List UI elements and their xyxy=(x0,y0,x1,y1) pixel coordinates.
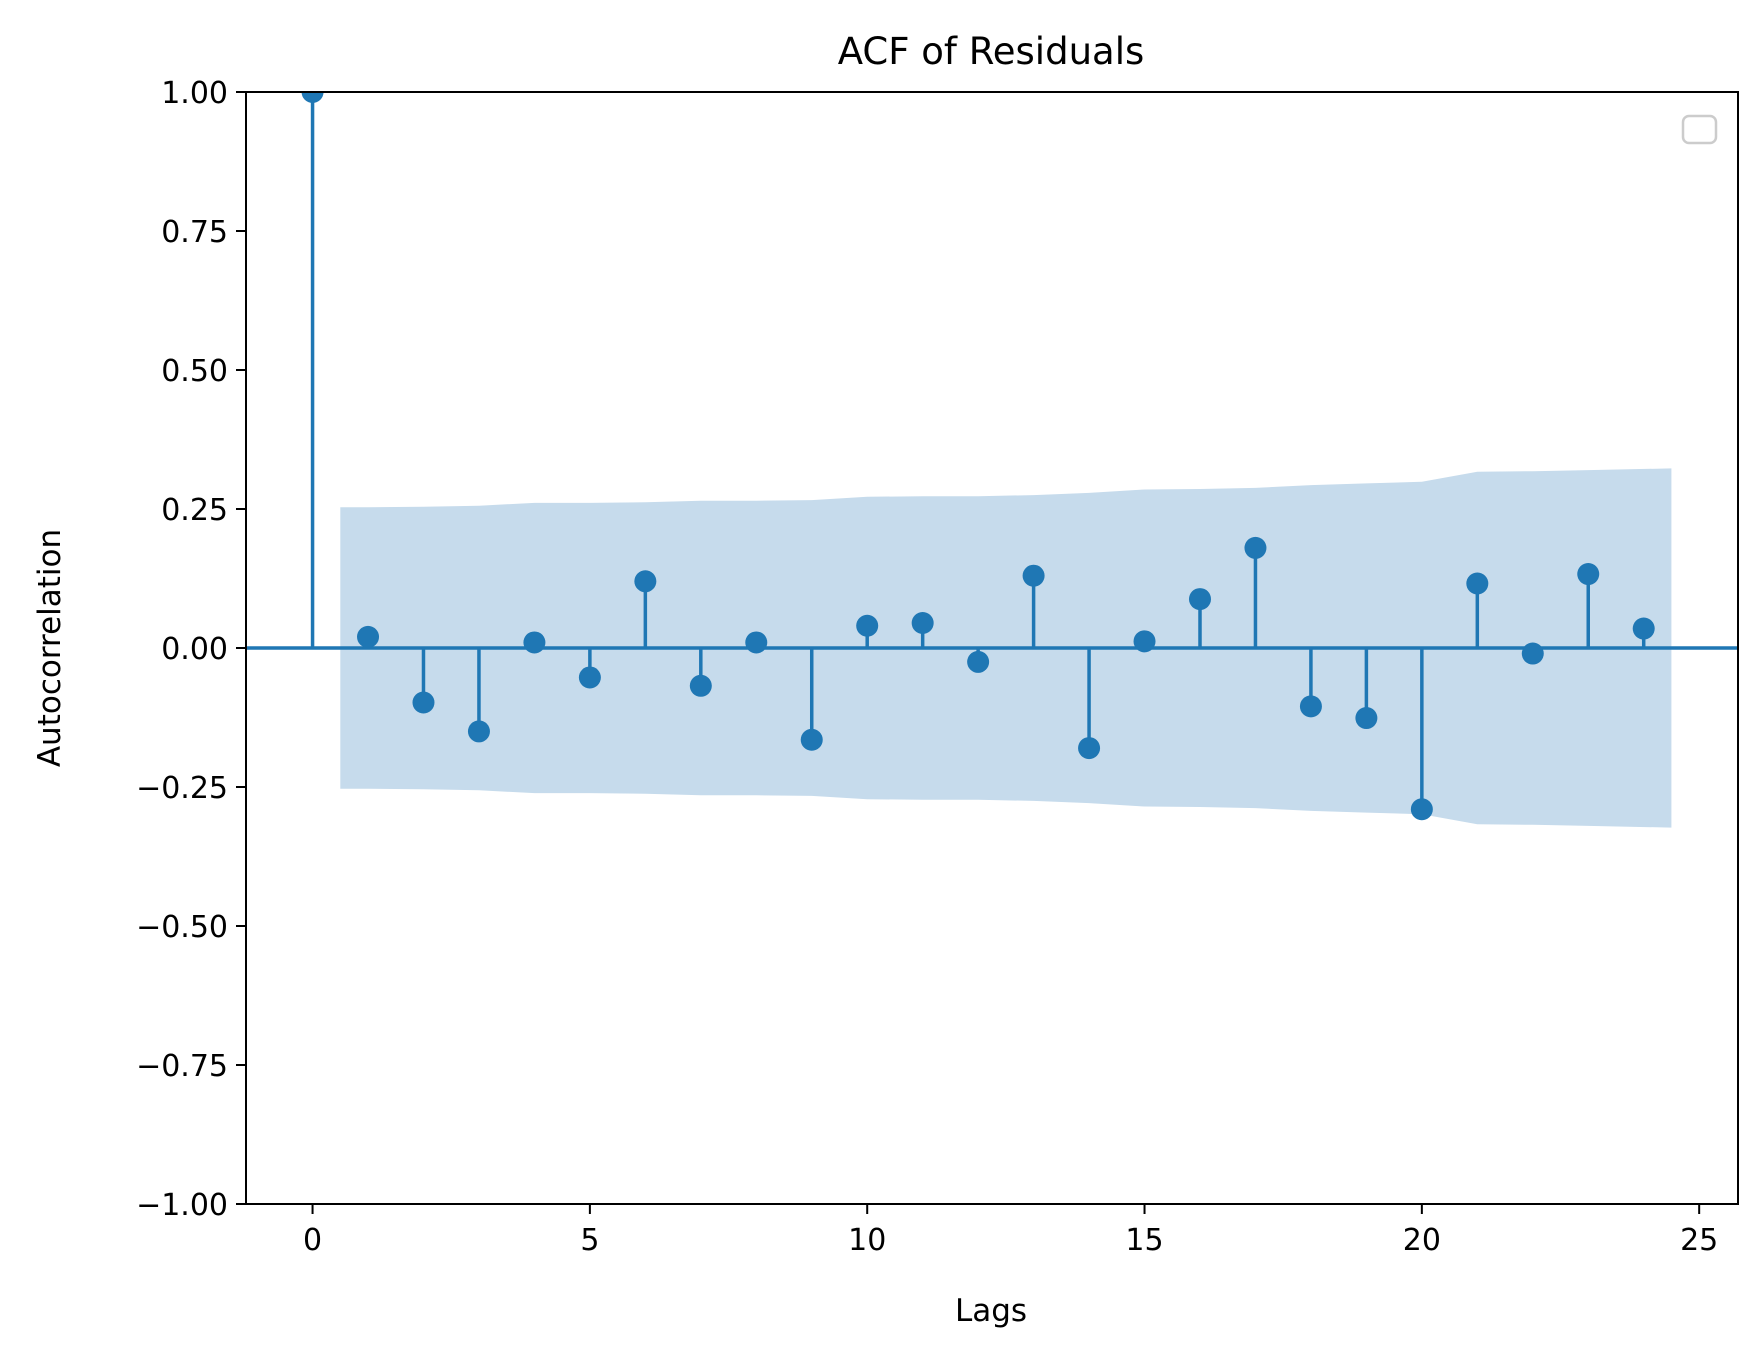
x-tick-label: 25 xyxy=(1680,1223,1718,1258)
x-tick-label: 5 xyxy=(580,1223,599,1258)
acf-marker-lag-21 xyxy=(1466,572,1489,595)
y-tick-label: −0.75 xyxy=(136,1049,228,1084)
y-axis: 1.00 0.75 0.50 0.25 0.00 −0.25 −0.50 −0.75 −1.00 xyxy=(136,76,246,1223)
acf-marker-lag-15 xyxy=(1133,630,1156,653)
acf-marker-lag-16 xyxy=(1188,588,1211,611)
y-tick-label: 0.00 xyxy=(161,632,228,667)
acf-marker-lag-11 xyxy=(911,611,934,634)
x-tick-label: 10 xyxy=(848,1223,886,1258)
acf-marker-lag-7 xyxy=(689,674,712,697)
y-tick-label: −0.50 xyxy=(136,910,228,945)
y-tick-label: 0.75 xyxy=(161,215,228,250)
acf-marker-lag-19 xyxy=(1355,707,1378,730)
plot-content xyxy=(246,92,1738,828)
y-tick-label: 0.50 xyxy=(161,354,228,389)
acf-marker-lag-1 xyxy=(357,625,380,648)
acf-marker-lag-12 xyxy=(967,650,990,673)
acf-marker-lag-23 xyxy=(1577,563,1600,586)
x-axis: 0 5 10 15 20 25 xyxy=(303,1204,1718,1258)
acf-marker-lag-18 xyxy=(1299,695,1322,718)
acf-marker-lag-2 xyxy=(412,691,435,714)
chart-title: ACF of Residuals xyxy=(838,30,1145,73)
plot-area xyxy=(245,91,1739,1205)
acf-marker-lag-14 xyxy=(1078,737,1101,760)
acf-marker-lag-20 xyxy=(1410,798,1433,821)
y-tick-label: 0.25 xyxy=(161,493,228,528)
acf-marker-lag-22 xyxy=(1521,642,1544,665)
acf-marker-lag-13 xyxy=(1022,564,1045,587)
y-tick-label: 1.00 xyxy=(161,76,228,111)
x-tick-label: 0 xyxy=(303,1223,322,1258)
acf-marker-lag-6 xyxy=(634,570,657,593)
acf-marker-lag-9 xyxy=(800,728,823,751)
acf-marker-lag-8 xyxy=(745,631,768,654)
x-tick-label: 20 xyxy=(1403,1223,1441,1258)
y-tick-label: −1.00 xyxy=(136,1188,228,1223)
x-tick-label: 15 xyxy=(1125,1223,1163,1258)
acf-marker-lag-10 xyxy=(856,614,879,637)
acf-marker-lag-4 xyxy=(523,631,546,654)
acf-marker-lag-3 xyxy=(467,720,490,743)
acf-marker-lag-0 xyxy=(301,92,324,103)
legend-box xyxy=(1681,114,1718,145)
acf-marker-lag-5 xyxy=(578,666,601,689)
acf-marker-lag-24 xyxy=(1632,617,1655,640)
acf-marker-lag-17 xyxy=(1244,536,1267,559)
y-axis-label: Autocorrelation xyxy=(32,529,68,767)
x-axis-label: Lags xyxy=(955,1293,1027,1329)
y-tick-label: −0.25 xyxy=(136,771,228,806)
